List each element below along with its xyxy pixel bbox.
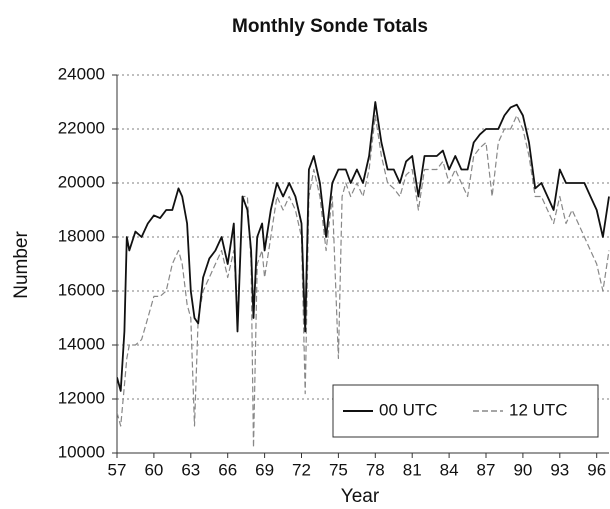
x-tick-label: 78 [366,460,385,479]
x-tick-label: 75 [329,460,348,479]
y-tick-label: 12000 [58,388,105,407]
chart-title: Monthly Sonde Totals [232,16,428,37]
legend-label: 12 UTC [509,400,568,419]
plot-lines [117,101,610,449]
series-line [117,101,610,392]
x-tick-label: 96 [587,460,606,479]
x-tick-label: 60 [144,460,163,479]
y-tick-label: 24000 [58,64,105,83]
x-tick-label: 63 [181,460,200,479]
y-tick-label: 18000 [58,226,105,245]
x-tick-label: 57 [108,460,127,479]
legend-label: 00 UTC [379,400,438,419]
y-tick-label: 16000 [58,280,105,299]
x-tick-label: 72 [292,460,311,479]
x-tick-label: 66 [218,460,237,479]
y-tick-label: 20000 [58,172,105,191]
y-axis-label: Number [11,231,32,299]
x-tick-label: 93 [550,460,569,479]
legend-box [332,384,599,438]
x-tick-label: 81 [403,460,422,479]
x-tick-label: 84 [440,460,459,479]
y-tick-label: 14000 [58,334,105,353]
x-tick-label: 90 [513,460,532,479]
series-line [117,114,610,449]
x-tick-label: 87 [477,460,496,479]
x-tick-label: 69 [255,460,274,479]
x-axis-label: Year [341,486,380,507]
y-tick-label: 22000 [58,118,105,137]
y-tick-label: 10000 [58,442,105,461]
